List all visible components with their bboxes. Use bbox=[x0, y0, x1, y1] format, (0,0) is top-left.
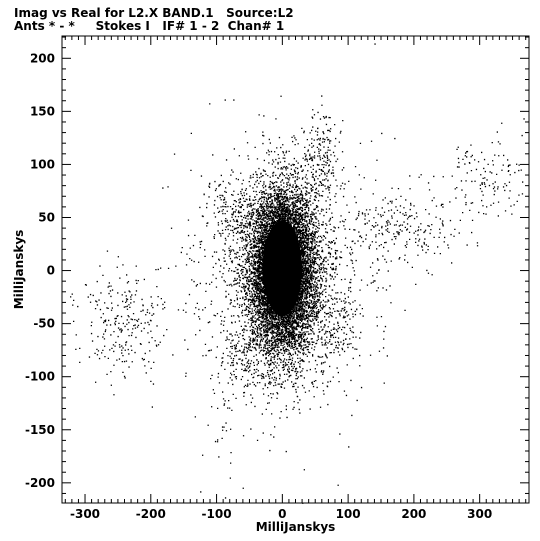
y-tick-label: -100 bbox=[25, 370, 55, 384]
y-tick-label: -200 bbox=[25, 476, 55, 490]
scatter-points bbox=[70, 43, 525, 504]
chart-title-line-1: Imag vs Real for L2.X BAND.1 Source:L2 bbox=[14, 6, 294, 20]
y-tick-label: -150 bbox=[25, 423, 55, 437]
x-tick-label: 200 bbox=[401, 507, 426, 521]
y-tick-label: 150 bbox=[30, 104, 55, 118]
x-axis-label: MilliJanskys bbox=[256, 520, 336, 534]
chart-title-line-2: Ants * - * Stokes I IF# 1 - 2 Chan# 1 bbox=[14, 19, 285, 33]
x-tick-label: 0 bbox=[278, 507, 286, 521]
y-tick-label: 200 bbox=[30, 51, 55, 65]
x-tick-label: 300 bbox=[467, 507, 492, 521]
x-tick-label: -300 bbox=[70, 507, 100, 521]
axis-ticks: -300 -200 -100 0 100 200 300 -200 -150 -100 -50 0 50… bbox=[25, 36, 529, 521]
y-tick-label: 50 bbox=[38, 210, 55, 224]
y-tick-label: 100 bbox=[30, 157, 55, 171]
y-tick-label: -50 bbox=[33, 317, 55, 331]
x-tick-label: -100 bbox=[202, 507, 232, 521]
dense-core bbox=[262, 220, 303, 317]
y-axis-label: MilliJanskys bbox=[12, 230, 26, 310]
y-tick-label: 0 bbox=[47, 264, 55, 278]
x-tick-label: 100 bbox=[336, 507, 361, 521]
x-tick-label: -200 bbox=[136, 507, 166, 521]
